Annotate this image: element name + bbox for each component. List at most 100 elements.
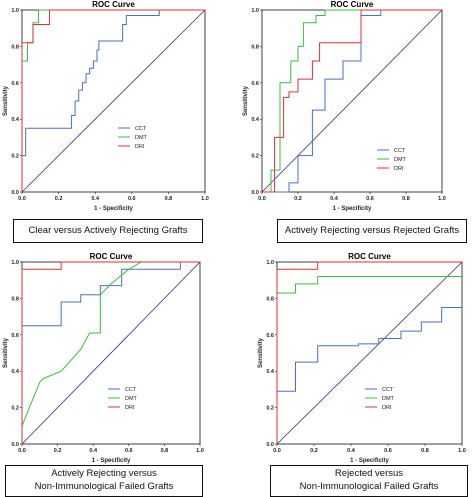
series-line-dri: [21, 9, 205, 192]
x-axis-label: 1 - Specificity: [94, 206, 133, 212]
chart-title: ROC Curve: [331, 0, 374, 9]
legend-label: DMT: [394, 157, 407, 163]
legend-label: DRI: [394, 166, 404, 172]
series-line-dri: [262, 9, 442, 193]
series-line-cct: [262, 9, 442, 193]
legend-label: CCT: [125, 387, 137, 393]
reference-diagonal: [276, 261, 463, 445]
y-tick-label: 1.0: [251, 8, 259, 14]
series-line-dmt: [262, 9, 442, 193]
x-tick-label: 0.6: [366, 196, 374, 202]
caption-line: Non-Immunological Failed Grafts: [34, 481, 174, 492]
y-tick-label: 0.0: [266, 442, 274, 448]
y-tick-label: 0.0: [251, 190, 259, 196]
caption-box-3: Actively Rejecting versus Non-Immunologi…: [5, 465, 203, 497]
y-tick-label: 0.0: [11, 442, 19, 448]
y-axis-label: Sensitivity: [243, 85, 249, 116]
x-tick-label: 1.0: [201, 196, 209, 202]
legend-label: DRI: [382, 405, 392, 411]
caption-box-1: Clear versus Actively Rejecting Grafts: [13, 219, 203, 243]
series-line-cct: [21, 9, 205, 192]
y-tick-label: 0.2: [266, 406, 274, 412]
series-line-dmt: [21, 261, 200, 444]
caption-box-4: Rejected versus Non-Immunological Failed…: [270, 465, 468, 497]
x-tick-label: 0.6: [384, 448, 392, 454]
y-tick-label: 0.4: [251, 117, 260, 123]
y-tick-label: 0.4: [11, 369, 20, 375]
legend-label: CCT: [135, 126, 147, 132]
roc-chart-svg: ROC Curve 0.0 0.2 0.4 0.6 0.8 1.0 0.0 0.2 0.4 0.6 0…: [3, 0, 209, 212]
roc-panel-3: ROC Curve 0.0 0.2 0.4 0.6 0.8 1.0 0.0 0.2 0.4 0.6 0…: [0, 248, 237, 497]
chart-title: ROC Curve: [348, 252, 391, 261]
y-tick-label: 0.6: [11, 81, 19, 87]
roc-panel-4: ROC Curve 0.0 0.2 0.4 0.6 0.8 1.0 0.0 0.2 0.4 0.6 0…: [237, 248, 474, 497]
roc-panel-2: ROC Curve 0.0 0.2 0.4 0.6 0.8 1.0 0.0 0.2 0.4 0.6 0…: [237, 0, 474, 248]
y-tick-label: 0.0: [11, 190, 19, 196]
x-tick-label: 0.0: [258, 196, 266, 202]
legend-label: CCT: [382, 387, 394, 393]
caption-line: Clear versus Actively Rejecting Grafts: [28, 224, 188, 236]
y-tick-label: 0.6: [251, 81, 259, 87]
series-line-dri: [276, 261, 462, 444]
caption-line: Actively Rejecting versus Rejected Graft…: [284, 224, 460, 236]
caption-line: Rejected versus: [334, 468, 404, 480]
x-axis-label: 1 - Specificity: [92, 458, 131, 464]
legend-label: DRI: [125, 405, 135, 411]
x-tick-label: 0.4: [91, 196, 100, 202]
series-line-dmt: [276, 276, 462, 444]
y-tick-label: 0.6: [11, 333, 19, 339]
x-tick-label: 0.2: [310, 448, 318, 454]
x-tick-label: 0.8: [165, 196, 173, 202]
x-tick-label: 0.0: [18, 196, 26, 202]
caption-line: Actively Rejecting versus: [51, 468, 157, 480]
x-tick-label: 0.4: [89, 448, 98, 454]
x-tick-label: 1.0: [458, 448, 466, 454]
y-axis-label: Sensitivity: [258, 337, 264, 368]
x-axis-label: 1 - Specificity: [350, 458, 389, 464]
legend-label: DMT: [382, 396, 395, 402]
x-tick-label: 0.8: [421, 448, 429, 454]
x-tick-label: 0.8: [161, 448, 169, 454]
y-axis-label: Sensitivity: [3, 337, 9, 368]
series-line-cct: [276, 307, 462, 444]
legend-label: DMT: [125, 396, 138, 402]
legend-label: DRI: [135, 144, 145, 150]
y-tick-label: 0.8: [251, 44, 259, 50]
x-tick-label: 0.2: [54, 448, 62, 454]
x-tick-label: 0.2: [55, 196, 63, 202]
y-tick-label: 0.4: [266, 369, 275, 375]
roc-chart-svg: ROC Curve 0.0 0.2 0.4 0.6 0.8 1.0 0.0 0.2 0.4 0.6 0…: [3, 252, 204, 464]
chart-title: ROC Curve: [92, 0, 135, 9]
x-tick-label: 0.0: [18, 448, 26, 454]
y-tick-label: 0.8: [266, 296, 274, 302]
y-tick-label: 0.8: [11, 296, 19, 302]
y-tick-label: 0.2: [11, 406, 19, 412]
y-tick-label: 0.8: [11, 44, 19, 50]
x-tick-label: 1.0: [438, 196, 446, 202]
y-tick-label: 0.2: [251, 154, 259, 160]
x-tick-label: 0.2: [294, 196, 302, 202]
caption-box-2: Actively Rejecting versus Rejected Graft…: [277, 219, 467, 243]
legend-label: DMT: [135, 135, 148, 141]
x-tick-label: 0.6: [125, 448, 133, 454]
y-tick-label: 1.0: [11, 260, 19, 266]
reference-diagonal: [21, 261, 201, 445]
x-tick-label: 0.6: [128, 196, 136, 202]
y-tick-label: 1.0: [11, 8, 19, 14]
series-line-cct: [21, 261, 200, 444]
roc-chart-svg: ROC Curve 0.0 0.2 0.4 0.6 0.8 1.0 0.0 0.2 0.4 0.6 0…: [243, 0, 446, 212]
x-tick-label: 0.4: [330, 196, 339, 202]
x-tick-label: 0.8: [402, 196, 410, 202]
x-axis-label: 1 - Specificity: [333, 206, 372, 212]
y-tick-label: 0.2: [11, 154, 19, 160]
roc-panel-1: ROC Curve 0.0 0.2 0.4 0.6 0.8 1.0 0.0 0.2 0.4 0.6 0…: [0, 0, 237, 248]
series-line-dri: [21, 261, 200, 444]
y-axis-label: Sensitivity: [3, 85, 9, 116]
y-tick-label: 0.6: [266, 333, 274, 339]
chart-title: ROC Curve: [90, 252, 133, 261]
y-tick-label: 0.4: [11, 117, 20, 123]
x-tick-label: 1.0: [196, 448, 204, 454]
x-tick-label: 0.0: [273, 448, 281, 454]
reference-diagonal: [261, 9, 443, 193]
y-tick-label: 1.0: [266, 260, 274, 266]
